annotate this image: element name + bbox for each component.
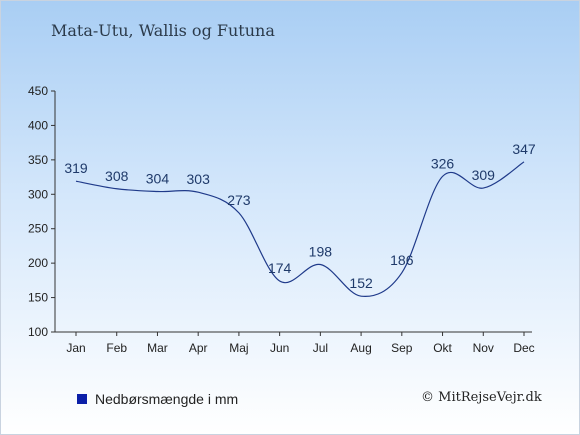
x-tick-label: Jan (66, 341, 85, 355)
data-label: 186 (390, 252, 414, 268)
data-label: 309 (472, 167, 496, 183)
y-tick-label: 150 (28, 291, 48, 305)
data-label: 347 (512, 141, 536, 157)
x-tick-label: Okt (433, 341, 452, 355)
y-tick-label: 350 (28, 153, 48, 167)
y-tick-label: 200 (28, 256, 48, 270)
data-label: 326 (431, 155, 455, 171)
legend: Nedbørsmængde i mm (77, 391, 238, 407)
x-tick-label: Sep (391, 341, 413, 355)
credit-text: © MitRejseVejr.dk (421, 390, 542, 405)
y-tick-label: 450 (28, 84, 48, 98)
x-tick-label: Jun (270, 341, 289, 355)
data-label: 152 (349, 275, 373, 291)
x-tick-label: Mar (147, 341, 168, 355)
y-tick-label: 250 (28, 222, 48, 236)
data-label: 198 (309, 244, 333, 260)
x-tick-label: Apr (189, 341, 208, 355)
series-line (75, 161, 525, 298)
data-label: 303 (187, 171, 211, 187)
x-tick-label: Nov (473, 341, 494, 355)
y-tick-label: 400 (28, 118, 48, 132)
data-label: 273 (227, 192, 251, 208)
y-tick-label: 300 (28, 187, 48, 201)
data-label: 319 (64, 160, 88, 176)
y-tick-label: 100 (28, 325, 48, 339)
x-tick-label: Aug (350, 341, 371, 355)
data-label: 308 (105, 168, 129, 184)
legend-swatch (77, 394, 87, 404)
x-tick-label: Dec (513, 341, 534, 355)
x-tick-label: Maj (229, 341, 248, 355)
x-tick-label: Feb (106, 341, 127, 355)
data-label: 304 (146, 171, 170, 187)
chart-title: Mata-Utu, Wallis og Futuna (51, 21, 275, 40)
x-tick-label: Jul (313, 341, 328, 355)
legend-label: Nedbørsmængde i mm (95, 391, 239, 407)
data-label: 174 (268, 260, 292, 276)
